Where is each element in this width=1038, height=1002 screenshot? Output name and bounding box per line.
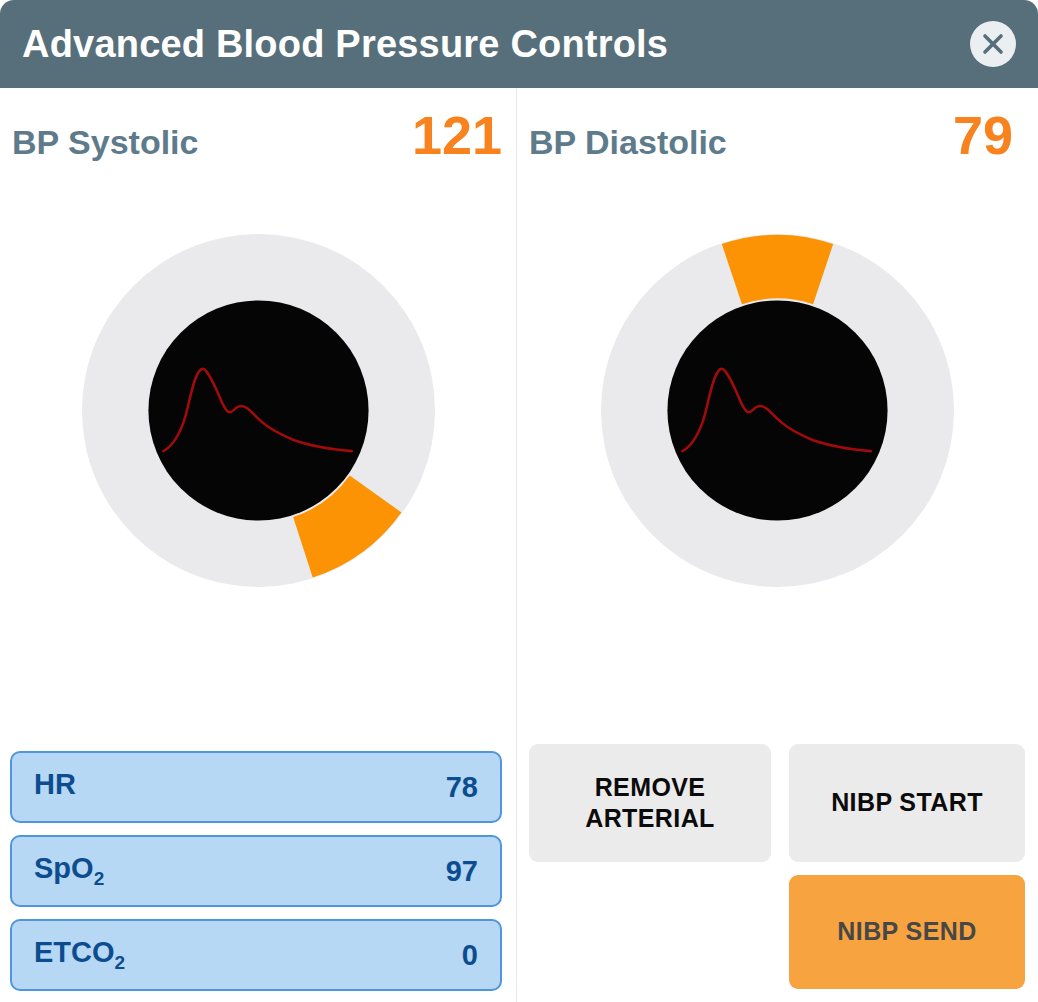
spo2-label: SpO2 (34, 852, 104, 890)
systolic-value: 121 (412, 104, 502, 166)
dialog-title: Advanced Blood Pressure Controls (22, 23, 668, 66)
etco2-value: 0 (462, 939, 478, 972)
dial-wedge-indicator (721, 235, 832, 304)
close-x-icon (981, 32, 1005, 56)
diastolic-dial[interactable] (599, 232, 956, 589)
advanced-bp-dialog: Advanced Blood Pressure Controls BP Syst… (0, 0, 1038, 1002)
diastolic-value: 79 (953, 104, 1013, 166)
dial-face (667, 301, 887, 521)
etco2-label: ETCO2 (34, 936, 125, 974)
diastolic-label: BP Diastolic (529, 123, 727, 162)
hr-value: 78 (446, 771, 478, 804)
nibp-actions: REMOVE ARTERIAL NIBP START NIBP SEND (529, 744, 1024, 989)
nibp-start-button[interactable]: NIBP START (789, 744, 1025, 862)
metric-row-hr[interactable]: HR 78 (10, 751, 502, 823)
spo2-value: 97 (446, 855, 478, 888)
systolic-panel: BP Systolic 121 HR 78 SpO2 97 (0, 88, 517, 1002)
remove-arterial-button[interactable]: REMOVE ARTERIAL (529, 744, 771, 862)
nibp-send-button[interactable]: NIBP SEND (789, 875, 1025, 989)
systolic-dial-wrap (0, 232, 516, 589)
close-button[interactable] (970, 21, 1016, 67)
metric-row-etco2[interactable]: ETCO2 0 (10, 919, 502, 991)
hr-label: HR (34, 768, 76, 806)
dialog-content: BP Systolic 121 HR 78 SpO2 97 (0, 88, 1038, 1002)
metric-row-spo2[interactable]: SpO2 97 (10, 835, 502, 907)
diastolic-header: BP Diastolic 79 (517, 88, 1037, 166)
actions-spacer (529, 875, 771, 989)
dialog-titlebar: Advanced Blood Pressure Controls (0, 0, 1038, 88)
vitals-list: HR 78 SpO2 97 ETCO2 0 (10, 751, 502, 991)
dial-face (148, 301, 368, 521)
diastolic-panel: BP Diastolic 79 REMOVE ARTERIAL NIBP STA… (517, 88, 1037, 1002)
systolic-label: BP Systolic (12, 123, 198, 162)
diastolic-dial-wrap (517, 232, 1037, 589)
systolic-header: BP Systolic 121 (0, 88, 516, 166)
systolic-dial[interactable] (80, 232, 437, 589)
